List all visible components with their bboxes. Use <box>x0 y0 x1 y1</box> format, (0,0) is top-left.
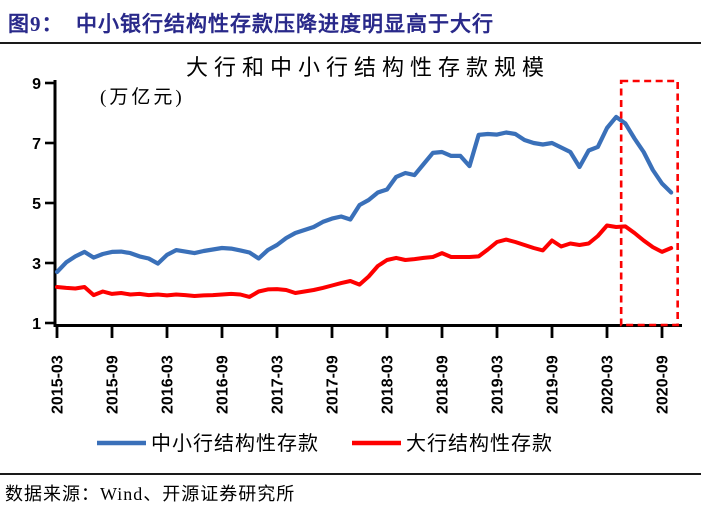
legend: 中小行结构性存款 大行结构性存款 <box>97 432 553 455</box>
x-axis-ticks: 2015-03 2015-09 2016-03 2016-09 2017-03 2017-… <box>50 325 672 414</box>
x-tick-label: 2018-09 <box>435 355 452 414</box>
source-note: 数据来源：Wind、开源证券研究所 <box>5 484 296 504</box>
top-rule <box>0 42 701 44</box>
y-tick-label: 9 <box>32 76 41 93</box>
y-tick-label: 7 <box>32 136 41 153</box>
x-tick-label: 2016-09 <box>215 355 232 414</box>
x-tick-label: 2017-09 <box>325 355 342 414</box>
x-tick-label: 2015-03 <box>50 355 67 414</box>
series-line-large-banks <box>55 223 674 299</box>
y-tick-label: 5 <box>32 196 41 213</box>
y-axis-unit-label: (万亿元) <box>100 86 185 108</box>
figure-title: 图9： 中小银行结构性存款压降进度明显高于大行 <box>8 12 494 36</box>
x-tick-label: 2018-03 <box>380 355 397 414</box>
legend-label-small-medium-banks: 中小行结构性存款 <box>151 432 319 455</box>
x-tick-label: 2017-03 <box>270 355 287 414</box>
structured-deposit-chart: 大行和中小行结构性存款规模 (万亿元) 9 7 5 3 1 2015-03 2015-09… <box>32 55 682 455</box>
chart-title: 大行和中小行结构性存款规模 <box>186 55 550 80</box>
x-tick-label: 2016-03 <box>160 355 177 414</box>
series-line-small-medium-banks <box>54 114 674 275</box>
y-axis-ticks: 9 7 5 3 1 <box>32 76 55 333</box>
legend-label-large-banks: 大行结构性存款 <box>406 432 553 455</box>
highlight-box <box>619 79 679 327</box>
y-tick-label: 3 <box>32 256 41 273</box>
x-tick-label: 2019-09 <box>545 355 562 414</box>
x-tick-label: 2020-09 <box>655 355 672 414</box>
x-tick-label: 2015-09 <box>105 355 122 414</box>
bottom-rule <box>0 473 701 475</box>
y-tick-label: 1 <box>32 316 41 333</box>
x-tick-label: 2020-03 <box>600 355 617 414</box>
x-tick-label: 2019-03 <box>490 355 507 414</box>
